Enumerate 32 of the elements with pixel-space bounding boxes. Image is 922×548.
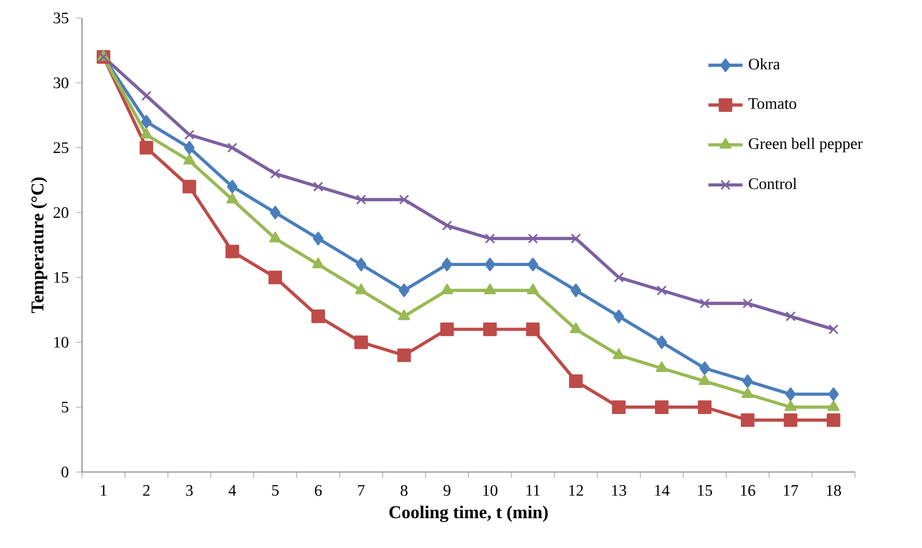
x-tick-label: 18 [826,485,841,496]
y-axis-title: Temperature (°C) [30,177,48,314]
x-tick-label: 12 [569,485,583,496]
x-axis-title: Cooling time, t (min) [389,506,548,522]
y-tick-label: 10 [54,336,68,348]
x-tick-label: 3 [186,485,193,496]
x-tick-label: 5 [272,485,279,496]
x-tick-label: 2 [143,485,150,496]
legend-label: Tomato [748,98,796,109]
x-tick-label: 1 [100,485,106,496]
legend-label: Okra [748,58,780,70]
legend-label: Control [748,178,797,190]
x-tick-label: 13 [612,485,626,496]
x-tick-label: 9 [444,485,450,496]
y-tick-label: 35 [54,12,68,24]
y-tick-label: 0 [62,466,68,478]
y-tick-label: 30 [54,77,68,88]
x-tick-label: 15 [698,485,712,496]
x-tick-label: 7 [358,485,365,496]
y-tick-label: 5 [62,402,68,412]
x-tick-label: 17 [784,485,798,496]
x-tick-label: 10 [483,485,498,496]
y-tick-label: 15 [54,272,68,283]
y-tick-label: 20 [54,207,68,218]
x-tick-label: 11 [526,485,540,496]
legend-label: Green bell pepper [748,138,863,152]
x-tick-label: 16 [741,485,756,496]
y-tick-label: 25 [54,142,68,154]
x-tick-label: 8 [400,485,408,496]
x-tick-label: 6 [314,485,322,496]
x-tick-label: 4 [228,485,236,496]
x-tick-label: 14 [655,485,670,496]
